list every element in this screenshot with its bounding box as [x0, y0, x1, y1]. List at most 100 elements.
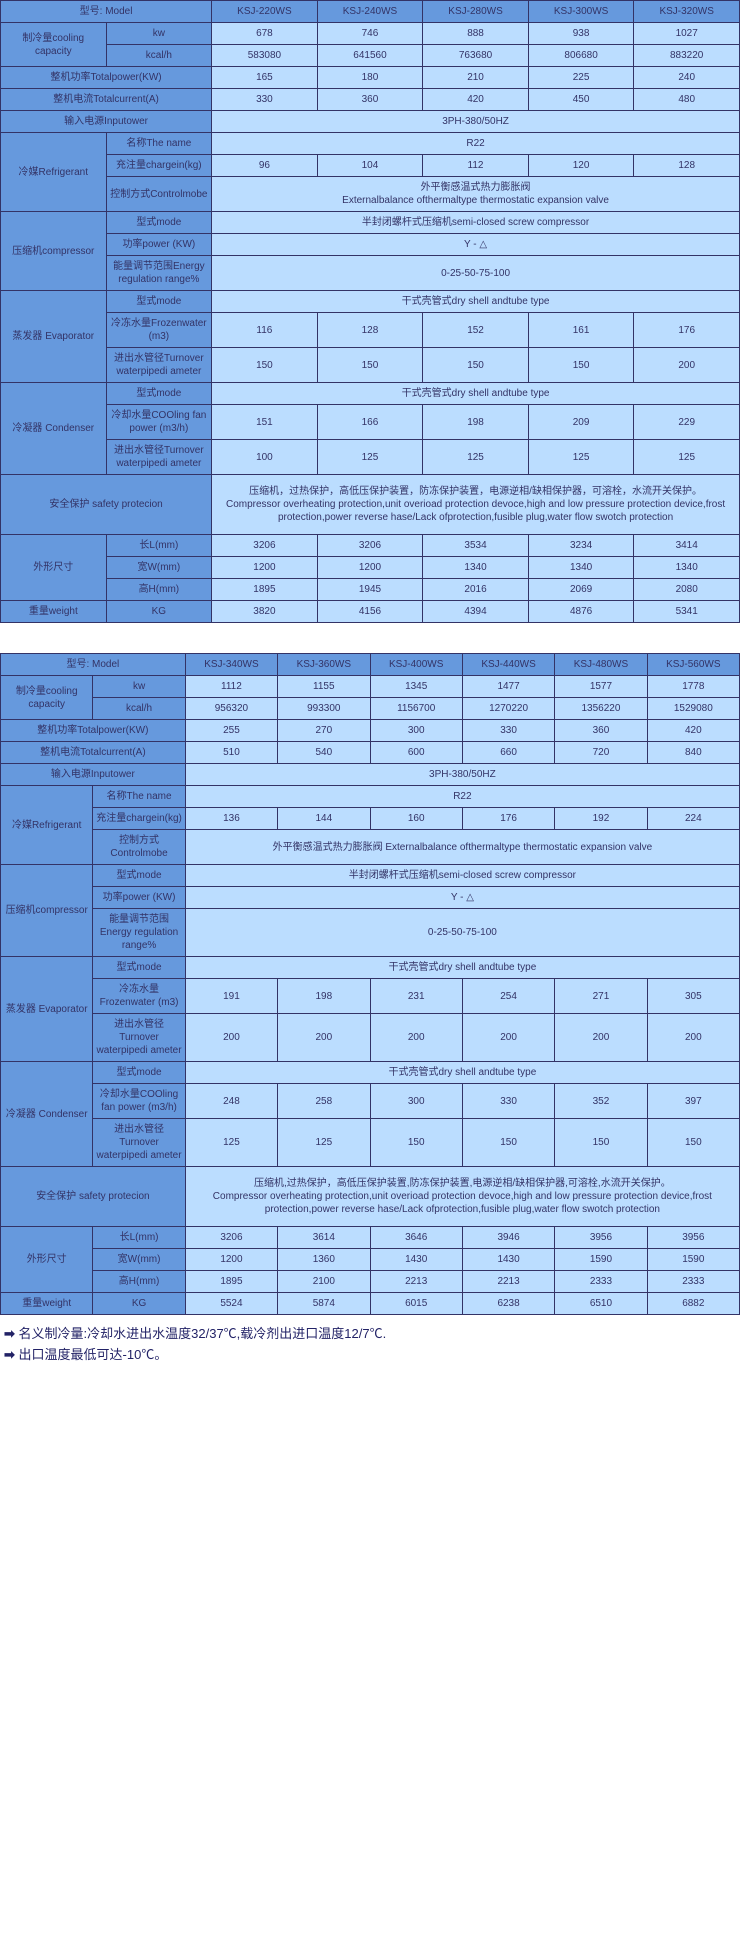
row-value: 176 — [462, 808, 554, 830]
row-value: 583080 — [212, 45, 318, 67]
row-value: 150 — [317, 348, 423, 383]
row-sublabel: 型式mode — [93, 1062, 185, 1084]
row-value: 1155 — [278, 676, 370, 698]
row-sublabel: kcal/h — [106, 45, 212, 67]
model-col-4: KSJ-320WS — [634, 1, 740, 23]
row-sublabel: 控制方式Controlmobe — [93, 830, 185, 865]
arrow-icon: ➡ — [4, 1326, 15, 1341]
row-value: 128 — [634, 155, 740, 177]
model-col-1: KSJ-360WS — [278, 654, 370, 676]
row-value: 420 — [647, 720, 739, 742]
row-value: 840 — [647, 742, 739, 764]
row-value: 993300 — [278, 698, 370, 720]
row-group: 冷凝器 Condenser — [1, 1062, 93, 1167]
row-label: 整机功率Totalpower(KW) — [1, 67, 212, 89]
row-label: 整机功率Totalpower(KW) — [1, 720, 186, 742]
row-span-value: 0-25-50-75-100 — [212, 256, 740, 291]
row-span-value: 0-25-50-75-100 — [185, 909, 739, 957]
row-group: 冷媒Refrigerant — [1, 786, 93, 865]
row-value: 1430 — [370, 1249, 462, 1271]
row-value: 3414 — [634, 535, 740, 557]
row-span-value: R22 — [212, 133, 740, 155]
row-sublabel: 冷却水量COOling fan power (m3/h) — [106, 405, 212, 440]
row-value: 360 — [555, 720, 647, 742]
row-value: 763680 — [423, 45, 529, 67]
row-value: 271 — [555, 979, 647, 1014]
row-sublabel: kw — [106, 23, 212, 45]
arrow-icon: ➡ — [4, 1347, 15, 1362]
row-value: 2333 — [647, 1271, 739, 1293]
row-value: 1027 — [634, 23, 740, 45]
row-span-value: 压缩机，过热保护，高低压保护装置，防冻保护装置，电源逆相/缺相保护器，可溶栓，水… — [212, 475, 740, 535]
row-sublabel: 宽W(mm) — [93, 1249, 185, 1271]
row-value: 144 — [278, 808, 370, 830]
row-value: 1577 — [555, 676, 647, 698]
model-col-0: KSJ-340WS — [185, 654, 277, 676]
row-value: 4394 — [423, 601, 529, 623]
row-value: 96 — [212, 155, 318, 177]
row-sublabel: 高H(mm) — [93, 1271, 185, 1293]
row-span-value: 外平衡感温式热力膨胀阀 Externalbalance ofthermaltyp… — [212, 177, 740, 212]
row-value: 6015 — [370, 1293, 462, 1315]
row-value: 1945 — [317, 579, 423, 601]
row-sublabel: 名称The name — [106, 133, 212, 155]
model-col-2: KSJ-400WS — [370, 654, 462, 676]
row-value: 254 — [462, 979, 554, 1014]
row-value: 198 — [423, 405, 529, 440]
row-sublabel: 进出水管径Turnover waterpipedi ameter — [93, 1119, 185, 1167]
row-value: 2100 — [278, 1271, 370, 1293]
row-span-value: 半封闭螺杆式压缩机semi-closed screw compressor — [212, 212, 740, 234]
row-value: 150 — [528, 348, 634, 383]
row-value: 5524 — [185, 1293, 277, 1315]
row-span-value: Y - △ — [212, 234, 740, 256]
row-sublabel: 能量调节范围Energy regulation range% — [93, 909, 185, 957]
model-col-3: KSJ-440WS — [462, 654, 554, 676]
row-value: 150 — [462, 1119, 554, 1167]
row-value: 2213 — [370, 1271, 462, 1293]
row-value: 678 — [212, 23, 318, 45]
row-group: 冷媒Refrigerant — [1, 133, 107, 212]
row-value: 198 — [278, 979, 370, 1014]
row-value: 125 — [634, 440, 740, 475]
row-value: 3820 — [212, 601, 318, 623]
row-sublabel: 进出水管径Turnover waterpipedi ameter — [106, 440, 212, 475]
row-sublabel: 型式mode — [106, 383, 212, 405]
row-sublabel: 名称The name — [93, 786, 185, 808]
row-value: 160 — [370, 808, 462, 830]
row-value: 128 — [317, 313, 423, 348]
row-value: 641560 — [317, 45, 423, 67]
row-value: 136 — [185, 808, 277, 830]
row-sublabel: 充注量chargein(kg) — [106, 155, 212, 177]
row-value: 806680 — [528, 45, 634, 67]
row-value: 210 — [423, 67, 529, 89]
row-value: 258 — [278, 1084, 370, 1119]
row-span-value: 压缩机,过热保护，高低压保护装置,防冻保护装置,电源逆相/缺相保护器,可溶栓,水… — [185, 1167, 739, 1227]
model-col-0: KSJ-220WS — [212, 1, 318, 23]
row-value: 200 — [555, 1014, 647, 1062]
row-sublabel: 型式mode — [93, 865, 185, 887]
row-span-value: 3PH-380/50HZ — [185, 764, 739, 786]
row-label: 整机电流Totalcurrent(A) — [1, 89, 212, 111]
row-sublabel: kw — [93, 676, 185, 698]
row-label: 输入电源Inputower — [1, 764, 186, 786]
row-span-value: 干式壳管式dry shell andtube type — [212, 291, 740, 313]
row-value: 1895 — [185, 1271, 277, 1293]
row-value: 1340 — [634, 557, 740, 579]
model-col-2: KSJ-280WS — [423, 1, 529, 23]
row-value: 1590 — [647, 1249, 739, 1271]
row-span-value: 干式壳管式dry shell andtube type — [212, 383, 740, 405]
row-sublabel: 功率power (KW) — [106, 234, 212, 256]
row-value: 397 — [647, 1084, 739, 1119]
row-group: 外形尺寸 — [1, 535, 107, 601]
row-value: 209 — [528, 405, 634, 440]
row-value: 150 — [555, 1119, 647, 1167]
row-value: 150 — [423, 348, 529, 383]
row-value: 231 — [370, 979, 462, 1014]
row-group: 冷凝器 Condenser — [1, 383, 107, 475]
row-value: 3614 — [278, 1227, 370, 1249]
row-value: 6238 — [462, 1293, 554, 1315]
row-value: 192 — [555, 808, 647, 830]
row-sublabel: KG — [106, 601, 212, 623]
row-value: 3956 — [555, 1227, 647, 1249]
row-value: 1356220 — [555, 698, 647, 720]
